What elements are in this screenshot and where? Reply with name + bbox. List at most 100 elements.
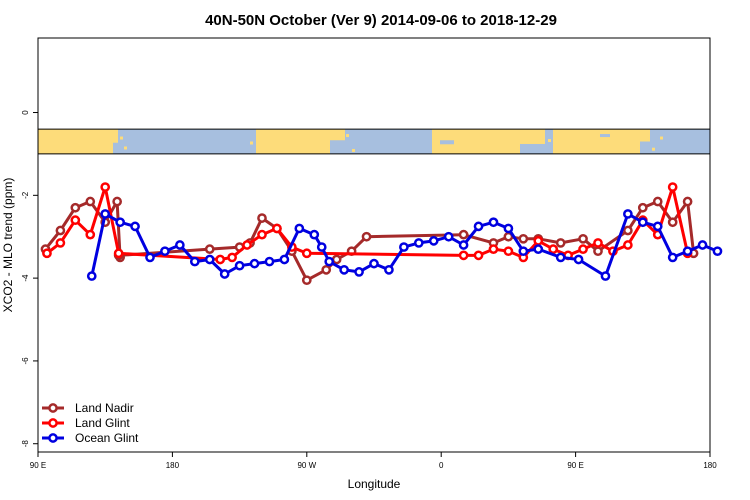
map-sea [440,140,454,145]
data-point [443,231,454,242]
data-point [623,225,633,236]
series-ocean-glint [86,209,723,281]
data-point [533,244,544,254]
data-point [578,233,588,244]
map-island [346,134,349,138]
series-line [46,185,690,261]
data-point [458,229,469,240]
data-point [70,215,81,226]
data-point [204,254,215,265]
map-land [256,129,330,154]
data-point [234,260,245,271]
data-point [215,254,226,265]
map-island [660,136,663,140]
y-tick-label: -2 [21,191,30,199]
data-point [623,240,633,250]
map-land [38,129,113,154]
data-point [257,229,267,240]
data-point [279,254,290,265]
y-axis: 0 -2 -4 -6 -8 [21,110,38,448]
legend-label: Land Glint [75,416,130,430]
x-axis-label: Longitude [348,477,401,491]
map-land [520,129,545,144]
data-point [301,248,312,259]
data-point [637,217,648,228]
data-point [399,242,409,252]
data-point [339,264,349,275]
data-point [309,229,320,240]
x-tick-label: 90 E [30,461,46,470]
chart-title: 40N-50N October (Ver 9) 2014-09-06 to 20… [205,12,557,29]
data-point [503,246,514,257]
data-point [55,238,66,248]
data-point [264,256,275,267]
data-point [712,246,723,257]
data-point [100,209,111,219]
data-point [428,236,439,246]
data-point [331,254,342,265]
map-island [124,146,127,150]
data-point [175,240,185,250]
data-point [637,202,648,213]
data-point [160,246,170,257]
data-point [384,264,394,275]
data-point [573,254,584,265]
data-point [145,252,155,263]
data-point [623,209,633,219]
data-point [55,225,66,236]
data-point [369,258,379,269]
data-point [113,248,124,259]
series-layer [40,182,723,286]
data-point [112,196,122,207]
data-point [321,264,332,275]
data-point [324,256,335,267]
y-tick-label: -6 [21,357,30,365]
y-axis-label: XCO2 - MLO trend (ppm) [1,178,15,313]
data-point [354,267,364,277]
data-point [301,275,312,286]
data-point [100,182,111,192]
legend-item: Land Nadir [42,401,134,415]
data-point [257,213,267,223]
x-tick-label: 90 W [297,461,316,470]
map-land [113,129,118,143]
data-point [667,217,678,228]
legend-item: Land Glint [42,416,130,430]
plot-frame [37,37,711,453]
data-point [458,250,469,261]
data-point [42,248,52,259]
map-island [250,141,253,145]
data-point [578,244,588,254]
data-point [242,240,252,250]
data-point [533,236,544,246]
legend-swatch-marker [48,418,58,428]
map-land [553,129,640,154]
data-point [503,223,514,234]
data-point [86,271,97,281]
legend-item: Ocean Glint [42,431,139,445]
data-point [316,242,327,252]
map-island [652,147,655,151]
data-point [189,256,200,267]
map-island [548,139,551,143]
data-point [488,217,499,228]
legend-swatch-marker [48,403,58,413]
y-tick-label: -8 [21,440,30,448]
data-point [458,240,469,250]
data-point [697,240,708,250]
data-point [667,182,678,192]
map-sea [600,134,610,138]
data-point [70,202,81,213]
data-point [473,250,484,261]
data-point [204,244,215,254]
legend-label: Land Nadir [75,401,134,415]
data-point [488,244,499,254]
x-tick-label: 90 E [567,461,583,470]
map-land [330,129,345,141]
data-point [593,238,603,248]
data-point [85,196,96,207]
data-point [272,223,282,234]
data-point [555,252,566,263]
